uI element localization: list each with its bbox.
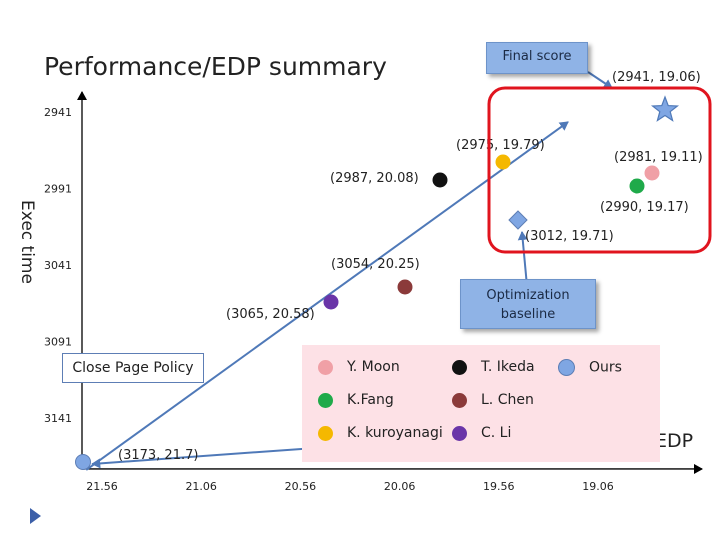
x-tick-label: 19.06 — [582, 480, 614, 493]
point-label: (3054, 20.25) — [331, 257, 420, 272]
point-label: (2941, 19.06) — [612, 70, 701, 85]
page-title: Performance/EDP summary — [44, 52, 387, 81]
legend-label: T. Ikeda — [481, 359, 535, 375]
y-axis-title: Exec time — [17, 200, 37, 284]
legend-item-k-kuroyanagi: K. kuroyanagi — [318, 425, 443, 441]
x-axis-title: EDP — [655, 430, 694, 452]
point-marker — [495, 154, 511, 170]
trend-arrow-final-score — [587, 71, 613, 89]
x-tick-label: 19.56 — [483, 480, 515, 493]
final-score-highlight — [487, 86, 712, 254]
legend-label: Ours — [589, 359, 622, 376]
y-tick-label: 2941 — [44, 106, 72, 119]
point-labels: (3173, 21.7) (2981, 19.11) (2990, 19.17) (2… — [118, 70, 703, 463]
legend: Y. Moon T. Ikeda Ours K.Fang L. Chen K. … — [302, 345, 660, 462]
x-tick-label: 21.56 — [86, 480, 118, 493]
legend-label: K. kuroyanagi — [347, 425, 443, 441]
x-tick-label: 21.06 — [185, 480, 217, 493]
legend-item-l-chen: L. Chen — [452, 392, 534, 408]
point-label: (3065, 20.58) — [226, 307, 315, 322]
legend-label: C. Li — [481, 425, 512, 441]
legend-dot — [452, 392, 467, 408]
legend-item-c-li: C. Li — [452, 425, 511, 441]
x-tick-label: 20.06 — [384, 480, 416, 493]
legend-label: Y. Moon — [347, 359, 400, 375]
point-label: (2987, 20.08) — [330, 171, 419, 186]
tick-labels: 2941 2991 3041 3091 3141 21.56 21.06 20.56 20.06… — [44, 106, 614, 493]
point-label: (2990, 19.17) — [600, 200, 689, 215]
y-tick-label: 3041 — [44, 259, 72, 272]
point-label: (2981, 19.11) — [614, 150, 703, 165]
point-marker — [75, 454, 91, 470]
point-marker — [650, 95, 680, 122]
legend-dot — [558, 359, 575, 376]
legend-dot — [452, 359, 467, 375]
optimization-baseline-callout: Optimization baseline — [460, 279, 596, 329]
close-page-policy-box: Close Page Policy — [62, 353, 204, 383]
y-tick-label: 3091 — [44, 336, 72, 349]
trend-arrow-baseline — [517, 231, 528, 287]
legend-item-t-ikeda: T. Ikeda — [452, 359, 535, 375]
point-marker — [323, 294, 339, 310]
point-marker — [508, 210, 528, 230]
legend-item-ours: Ours — [558, 359, 622, 376]
next-slide-icon[interactable] — [30, 508, 41, 524]
legend-dot — [318, 359, 333, 375]
axes — [77, 91, 703, 474]
point-marker — [397, 279, 413, 295]
data-points — [75, 95, 680, 470]
point-label: (3173, 21.7) — [118, 448, 198, 463]
legend-dot — [318, 425, 333, 441]
y-tick-label: 2991 — [44, 183, 72, 196]
legend-dot — [318, 392, 333, 408]
point-label: (3012, 19.71) — [525, 229, 614, 244]
point-label: (2975, 19.79) — [456, 138, 545, 153]
point-marker — [629, 178, 645, 194]
point-marker — [432, 172, 448, 188]
legend-dot — [452, 425, 467, 441]
final-score-callout: Final score — [486, 42, 588, 74]
legend-label: K.Fang — [347, 392, 394, 408]
legend-label: L. Chen — [481, 392, 534, 408]
legend-item-y-moon: Y. Moon — [318, 359, 400, 375]
y-tick-label: 3141 — [44, 412, 72, 425]
point-marker — [644, 165, 660, 181]
x-tick-label: 20.56 — [285, 480, 317, 493]
legend-item-k-fang: K.Fang — [318, 392, 394, 408]
